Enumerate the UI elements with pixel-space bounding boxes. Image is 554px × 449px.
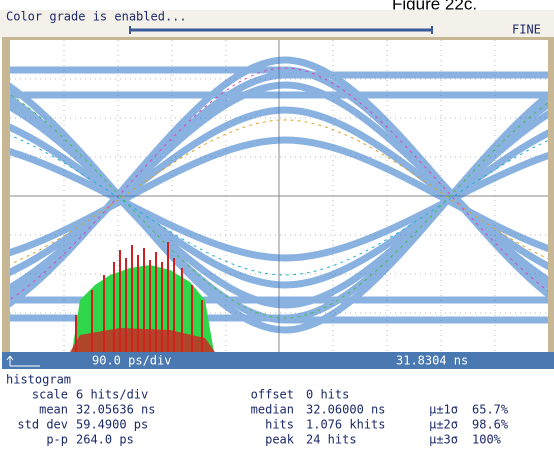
stat-value: 59.4900 ps — [76, 418, 148, 432]
stat-label: std dev — [17, 418, 68, 432]
status-bar — [0, 10, 554, 38]
stats-title: histogram — [6, 373, 71, 387]
mode-label[interactable]: FINE — [512, 23, 541, 37]
stat-label: hits — [265, 418, 294, 432]
stat-label: offset — [251, 388, 294, 402]
timebase: 90.0 ps/div — [92, 354, 171, 368]
stat-value: 264.0 ps — [76, 433, 134, 447]
stat-value: 100% — [472, 433, 502, 447]
stat-label: μ±3σ — [429, 433, 458, 447]
position: 31.8304 ns — [396, 354, 468, 368]
marker-icon — [6, 355, 40, 367]
stat-value: 6 hits/div — [76, 388, 148, 402]
stat-value: 32.05636 ns — [76, 403, 155, 417]
stat-label: μ±1σ — [429, 403, 458, 417]
stat-label: scale — [32, 388, 68, 402]
stat-label: μ±2σ — [429, 418, 458, 432]
stat-value: 32.06000 ns — [306, 403, 385, 417]
stat-value: 65.7% — [472, 403, 509, 417]
stat-value: 1.076 khits — [306, 418, 385, 432]
stat-label: peak — [265, 433, 295, 447]
stat-label: p-p — [46, 433, 68, 447]
stats: histogram scale 6 hits/div offset 0 hits mea… — [6, 373, 509, 447]
stat-value: 0 hits — [306, 388, 349, 402]
status-message: Color grade is enabled... — [6, 10, 187, 24]
color-grade — [10, 67, 548, 319]
stat-label: median — [251, 403, 294, 417]
histogram-bars — [70, 242, 215, 352]
stat-value: 98.6% — [472, 418, 509, 432]
traces — [10, 56, 548, 334]
eye-diagram — [10, 40, 548, 352]
scale-bar — [2, 352, 554, 369]
stat-label: mean — [39, 403, 68, 417]
stat-value: 24 hits — [306, 433, 357, 447]
